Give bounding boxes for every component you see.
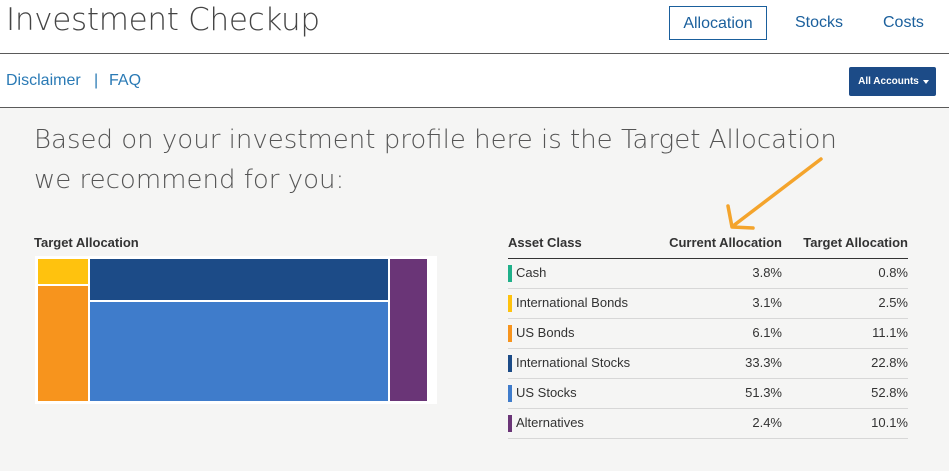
target-allocation-value: 11.1% [872, 325, 908, 340]
sub-navigation: Disclaimer | FAQ All Accounts [0, 54, 949, 108]
table-row: US Bonds 6.1% 11.1% [508, 319, 908, 349]
treemap-tile-alternatives [390, 259, 427, 401]
asset-class-name: US Stocks [516, 385, 577, 400]
link-separator: | [94, 72, 99, 89]
asset-class-name: International Stocks [516, 355, 631, 370]
swatch-us-bonds [508, 325, 512, 342]
treemap-tile-us-bonds [38, 286, 88, 401]
tab-costs[interactable]: Costs [883, 14, 924, 31]
tab-stocks[interactable]: Stocks [795, 14, 844, 31]
swatch-us-stocks [508, 385, 512, 402]
asset-class-name: Cash [516, 265, 547, 280]
faq-link[interactable]: FAQ [109, 72, 142, 89]
target-allocation-value: 10.1% [871, 415, 908, 430]
asset-class-name: US Bonds [516, 325, 575, 340]
caret-down-icon [923, 80, 929, 84]
app-title: Investment Checkup [6, 2, 320, 38]
table-row: International Stocks 33.3% 22.8% [508, 349, 908, 379]
table-row: International Bonds 3.1% 2.5% [508, 289, 908, 319]
asset-class-name: International Bonds [516, 295, 629, 310]
swatch-alternatives [508, 415, 512, 432]
current-allocation-value: 2.4% [752, 415, 782, 430]
recommendation-headline: Based on your investment profile here is… [34, 125, 837, 195]
column-header-target-allocation: Target Allocation [803, 235, 908, 250]
target-allocation-treemap [35, 256, 437, 404]
target-allocation-value: 22.8% [871, 355, 908, 370]
current-allocation-value: 33.3% [745, 355, 782, 370]
target-allocation-value: 52.8% [871, 385, 908, 400]
target-allocation-title: Target Allocation [34, 235, 139, 250]
annotation-arrow-icon [726, 157, 823, 230]
column-header-current-allocation: Current Allocation [669, 235, 782, 250]
table-row: Alternatives 2.4% 10.1% [508, 409, 908, 439]
header-divider [508, 258, 908, 259]
treemap-tile-international-bonds [38, 259, 88, 284]
current-allocation-value: 6.1% [752, 325, 782, 340]
main-content: Based on your investment profile here is… [0, 108, 949, 471]
swatch-cash [508, 265, 512, 282]
all-accounts-label: All Accounts [858, 76, 919, 87]
tab-allocation[interactable]: Allocation [669, 6, 767, 40]
current-allocation-value: 51.3% [745, 385, 782, 400]
all-accounts-dropdown[interactable]: All Accounts [849, 67, 936, 96]
table-row: Cash 3.8% 0.8% [508, 259, 908, 289]
treemap-tile-us-stocks [90, 302, 388, 401]
top-header: Investment Checkup Allocation Stocks Cos… [0, 0, 949, 54]
swatch-international-bonds [508, 295, 512, 312]
column-header-asset-class: Asset Class [508, 235, 582, 250]
asset-class-name: Alternatives [516, 415, 584, 430]
table-row: US Stocks 51.3% 52.8% [508, 379, 908, 409]
disclaimer-link[interactable]: Disclaimer [6, 72, 81, 89]
swatch-international-stocks [508, 355, 512, 372]
target-allocation-value: 0.8% [878, 265, 908, 280]
target-allocation-value: 2.5% [878, 295, 908, 310]
current-allocation-value: 3.8% [752, 265, 782, 280]
treemap-tile-international-stocks [90, 259, 388, 300]
current-allocation-value: 3.1% [752, 295, 782, 310]
